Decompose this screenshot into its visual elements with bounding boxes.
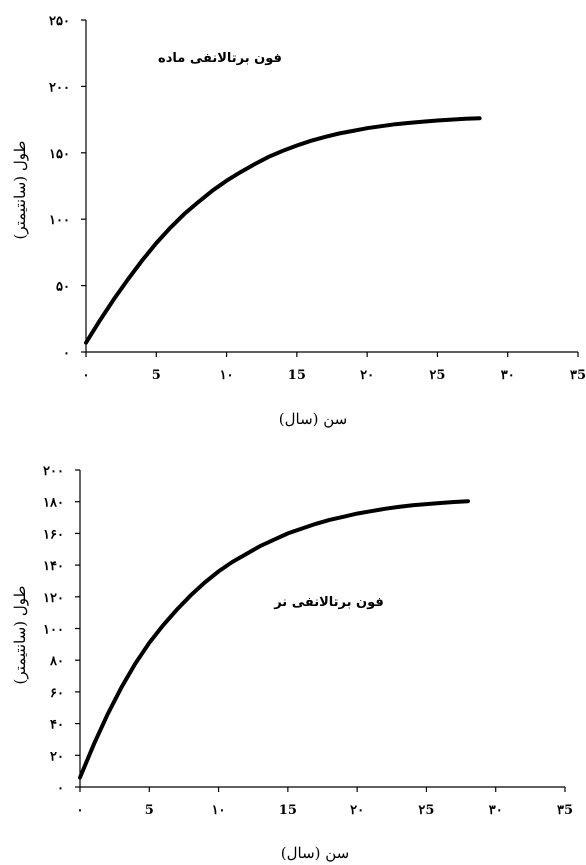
x-tick-label: ۲5 bbox=[418, 803, 434, 818]
chart-female: ۰ ۵۰ ۱۰۰ ۱۵۰ ۲۰۰ ۲۵۰ ۰ 5 ۱۰ 15 ۲۰ ۲5 ۳۰ ۳5 فون برتال… bbox=[11, 14, 586, 428]
y-tick-label: ۱۰۰ bbox=[49, 213, 70, 228]
y-tick-label: ۵۰ bbox=[56, 280, 70, 295]
y-tick-label: ۴۰ bbox=[50, 718, 64, 733]
growth-curve-female bbox=[84, 116, 482, 345]
y-tick-label: ۱۲۰ bbox=[43, 591, 64, 606]
chart-annotation: فون برتالانفی ماده bbox=[158, 51, 282, 66]
x-tick-label: ۳۰ bbox=[501, 368, 515, 383]
x-tick-label: ۳5 bbox=[557, 803, 573, 818]
y-ticks: ۰ ۵۰ ۱۰۰ ۱۵۰ ۲۰۰ ۲۵۰ bbox=[49, 14, 86, 361]
y-axis-title: طول (سانتیمتر) bbox=[11, 141, 29, 240]
x-tick-label: ۳۰ bbox=[489, 803, 503, 818]
y-tick-label: ۲۰۰ bbox=[49, 80, 70, 95]
x-tick-label: ۰ bbox=[77, 803, 84, 818]
x-tick-label: ۱۰ bbox=[220, 368, 234, 383]
x-tick-label: 5 bbox=[145, 803, 154, 818]
x-ticks: ۰ 5 ۱۰ 15 ۲۰ ۲5 ۳۰ ۳5 bbox=[77, 787, 573, 818]
x-tick-label: 5 bbox=[152, 368, 161, 383]
y-tick-label: ۶۰ bbox=[50, 686, 64, 701]
y-ticks: ۰ ۲۰ ۴۰ ۶۰ ۸۰ ۱۰۰ ۱۲۰ ۱۴۰ ۱۶۰ ۱۸۰ ۲۰۰ bbox=[43, 464, 80, 796]
x-tick-label: ۲۰ bbox=[360, 368, 374, 383]
y-tick-label: ۲۵۰ bbox=[49, 14, 70, 29]
x-tick-label: ۰ bbox=[83, 368, 90, 383]
chart-annotation: فون برتالانفی نر bbox=[273, 595, 384, 610]
x-tick-label: ۱۰ bbox=[212, 803, 226, 818]
y-tick-label: ۰ bbox=[63, 346, 70, 361]
y-tick-label: ۲۰ bbox=[50, 749, 64, 764]
y-tick-label: ۲۰۰ bbox=[43, 464, 64, 479]
x-tick-label: ۲۰ bbox=[350, 803, 364, 818]
x-axis-title: سن (سال) bbox=[281, 844, 350, 862]
y-tick-label: ۱۸۰ bbox=[43, 496, 64, 511]
y-tick-label: ۱۴۰ bbox=[43, 559, 64, 574]
y-tick-label: ۸۰ bbox=[49, 654, 64, 669]
x-tick-label: ۳5 bbox=[570, 368, 586, 383]
chart-male: ۰ ۲۰ ۴۰ ۶۰ ۸۰ ۱۰۰ ۱۲۰ ۱۴۰ ۱۶۰ ۱۸۰ ۲۰۰ ۰ 5 ۱۰ 15 ۲۰ ۲5 ۳۰… bbox=[11, 464, 573, 862]
x-tick-label: ۲5 bbox=[429, 368, 445, 383]
y-tick-label: ۱۰۰ bbox=[43, 623, 64, 638]
x-tick-label: 15 bbox=[288, 368, 306, 383]
y-tick-label: ۰ bbox=[57, 781, 64, 796]
growth-curve-male bbox=[78, 499, 470, 780]
x-tick-label: 15 bbox=[279, 803, 297, 818]
x-ticks: ۰ 5 ۱۰ 15 ۲۰ ۲5 ۳۰ ۳5 bbox=[83, 352, 586, 383]
y-tick-label: ۱۵۰ bbox=[49, 147, 70, 162]
x-axis-title: سن (سال) bbox=[279, 410, 348, 428]
y-tick-label: ۱۶۰ bbox=[43, 527, 64, 542]
y-axis-title: طول (سانتیمتر) bbox=[11, 586, 29, 685]
